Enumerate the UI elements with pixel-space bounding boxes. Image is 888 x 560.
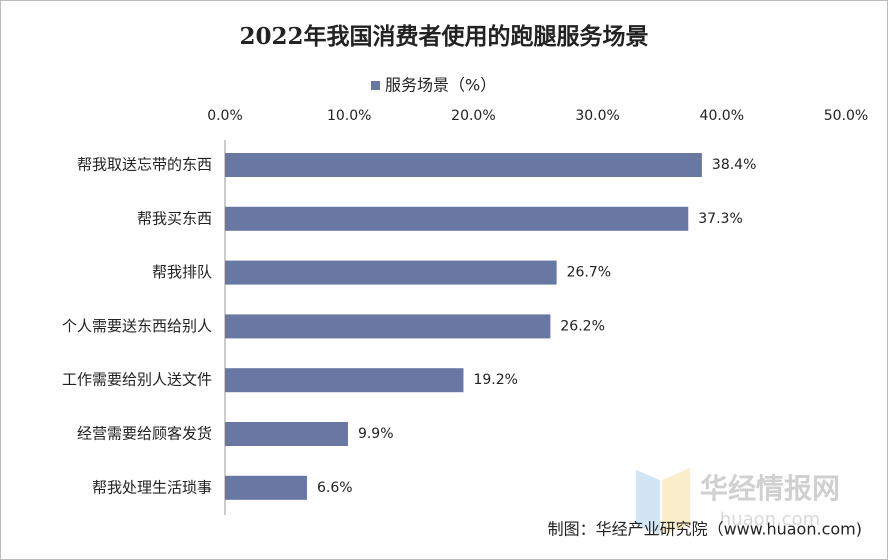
watermark-url: huaon.com bbox=[720, 509, 820, 530]
y-tick-label: 帮我买东西 bbox=[137, 209, 212, 227]
bar bbox=[225, 206, 689, 231]
y-tick-label: 帮我取送忘带的东西 bbox=[77, 156, 212, 174]
chart-title: 2022年我国消费者使用的跑腿服务场景 bbox=[239, 23, 648, 50]
y-tick-label: 个人需要送东西给别人 bbox=[62, 317, 212, 335]
y-tick-label: 经营需要给顾客发货 bbox=[77, 425, 212, 443]
value-label: 6.6% bbox=[317, 480, 353, 496]
value-label: 38.4% bbox=[712, 157, 756, 173]
y-tick-label: 帮我排队 bbox=[152, 263, 212, 281]
x-tick-label: 20.0% bbox=[451, 108, 495, 124]
y-tick-label: 工作需要给别人送文件 bbox=[62, 371, 212, 389]
x-tick-label: 0.0% bbox=[207, 108, 243, 124]
watermark: 华经情报网 huaon.com bbox=[636, 468, 840, 535]
bar bbox=[225, 260, 557, 285]
watermark-text: 华经情报网 bbox=[700, 472, 840, 505]
value-label: 26.2% bbox=[560, 318, 604, 334]
bar bbox=[225, 314, 551, 339]
value-label: 26.7% bbox=[567, 265, 611, 281]
x-tick-label: 40.0% bbox=[700, 108, 744, 124]
legend-swatch bbox=[371, 81, 380, 90]
value-label: 19.2% bbox=[473, 372, 517, 388]
bar bbox=[225, 368, 464, 393]
x-tick-label: 10.0% bbox=[327, 108, 371, 124]
value-label: 37.3% bbox=[698, 211, 742, 227]
bar bbox=[225, 153, 702, 177]
value-label: 9.9% bbox=[358, 426, 394, 442]
x-tick-label: 30.0% bbox=[575, 108, 619, 124]
legend-label: 服务场景（%） bbox=[385, 76, 496, 95]
bar bbox=[225, 422, 348, 446]
bar bbox=[225, 475, 307, 500]
y-tick-label: 帮我处理生活琐事 bbox=[92, 478, 212, 496]
source-note: 制图：华经产业研究院（www.huaon.com) bbox=[548, 520, 862, 539]
x-tick-label: 50.0% bbox=[824, 108, 868, 124]
